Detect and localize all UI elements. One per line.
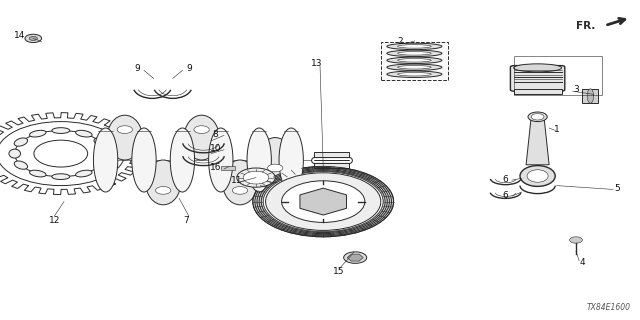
- Text: 15: 15: [333, 268, 345, 276]
- Circle shape: [570, 237, 582, 243]
- Text: 4: 4: [580, 258, 585, 267]
- Ellipse shape: [279, 128, 303, 192]
- Ellipse shape: [387, 64, 442, 70]
- Ellipse shape: [520, 166, 556, 186]
- Ellipse shape: [52, 174, 70, 180]
- Circle shape: [253, 166, 394, 237]
- Circle shape: [264, 172, 383, 232]
- Bar: [314, 152, 349, 168]
- Polygon shape: [300, 188, 346, 215]
- Text: 9: 9: [186, 64, 191, 73]
- Ellipse shape: [14, 138, 28, 146]
- Ellipse shape: [527, 170, 548, 182]
- Text: TX84E1600: TX84E1600: [586, 303, 630, 312]
- Ellipse shape: [528, 112, 547, 122]
- Bar: [221, 166, 235, 170]
- Ellipse shape: [387, 50, 442, 57]
- Circle shape: [266, 173, 381, 230]
- Ellipse shape: [101, 149, 113, 158]
- Text: 5: 5: [615, 184, 620, 193]
- Circle shape: [344, 252, 367, 263]
- Circle shape: [232, 187, 248, 194]
- Circle shape: [243, 171, 269, 184]
- Bar: [514, 56, 602, 95]
- Text: 14: 14: [13, 31, 25, 40]
- Ellipse shape: [9, 149, 20, 158]
- Text: 8: 8: [213, 130, 218, 139]
- Ellipse shape: [247, 128, 271, 192]
- Ellipse shape: [387, 71, 442, 77]
- Circle shape: [237, 168, 275, 187]
- Ellipse shape: [209, 128, 233, 192]
- Circle shape: [194, 126, 209, 133]
- Text: 6: 6: [503, 175, 508, 184]
- Text: 12: 12: [49, 216, 60, 225]
- Ellipse shape: [132, 128, 156, 192]
- Circle shape: [117, 126, 132, 133]
- Circle shape: [156, 187, 171, 194]
- Ellipse shape: [94, 138, 108, 146]
- Text: 6: 6: [503, 191, 508, 200]
- Circle shape: [29, 36, 37, 40]
- Text: 13: 13: [311, 60, 323, 68]
- Ellipse shape: [387, 57, 442, 63]
- Polygon shape: [347, 254, 364, 261]
- Ellipse shape: [184, 115, 219, 160]
- Ellipse shape: [76, 130, 92, 137]
- Ellipse shape: [514, 64, 562, 72]
- Polygon shape: [526, 117, 549, 165]
- Ellipse shape: [387, 43, 442, 50]
- Circle shape: [25, 34, 42, 43]
- Bar: [582, 89, 598, 103]
- Ellipse shape: [14, 161, 28, 169]
- Circle shape: [531, 114, 544, 120]
- Bar: [514, 89, 562, 94]
- Ellipse shape: [397, 66, 431, 69]
- Text: 11: 11: [231, 176, 243, 185]
- Text: 10: 10: [210, 144, 221, 153]
- Ellipse shape: [588, 89, 594, 103]
- Ellipse shape: [397, 52, 431, 55]
- Ellipse shape: [397, 59, 431, 62]
- Ellipse shape: [52, 128, 70, 133]
- Text: 16: 16: [210, 164, 221, 172]
- Circle shape: [282, 181, 365, 222]
- Bar: [381, 42, 448, 80]
- Text: 9: 9: [135, 64, 140, 73]
- Ellipse shape: [170, 128, 195, 192]
- Ellipse shape: [397, 73, 431, 76]
- Text: 7: 7: [183, 216, 188, 225]
- Ellipse shape: [108, 115, 143, 160]
- Text: 2: 2: [397, 37, 403, 46]
- Text: 1: 1: [554, 125, 559, 134]
- Ellipse shape: [29, 170, 46, 177]
- Ellipse shape: [29, 130, 46, 137]
- Circle shape: [268, 164, 283, 172]
- Ellipse shape: [93, 128, 118, 192]
- Ellipse shape: [257, 138, 293, 182]
- Text: 3: 3: [573, 85, 579, 94]
- FancyBboxPatch shape: [511, 66, 564, 91]
- Ellipse shape: [146, 160, 180, 205]
- Ellipse shape: [397, 44, 431, 48]
- Ellipse shape: [76, 170, 92, 177]
- Ellipse shape: [223, 160, 258, 205]
- Ellipse shape: [94, 161, 108, 169]
- Text: FR.: FR.: [576, 20, 595, 31]
